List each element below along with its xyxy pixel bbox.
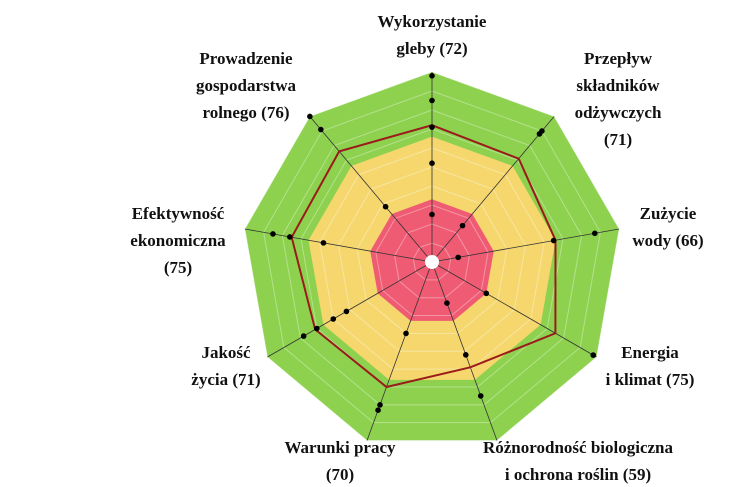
indicator-dot xyxy=(444,300,450,306)
grid-ring xyxy=(263,90,601,424)
indicator-dot xyxy=(330,316,337,322)
spoke xyxy=(267,261,433,358)
axis-label-line: odżywczych xyxy=(575,103,662,122)
indicator-dot xyxy=(300,333,307,339)
indicator-dot xyxy=(320,240,327,246)
indicator-dot xyxy=(270,231,276,237)
spoke xyxy=(431,261,597,358)
axis-label-line: i klimat (75) xyxy=(606,370,695,389)
indicator-dot xyxy=(429,73,435,79)
axis-label-line: wody (66) xyxy=(632,231,703,250)
axis-label-line: gospodarstwa xyxy=(196,76,297,95)
grid-ring xyxy=(375,204,489,317)
axis-label-line: Różnorodność biologiczna xyxy=(483,438,674,457)
axis-label: Wykorzystanie gleby (72) xyxy=(378,12,487,58)
axis-label-line: Przepływ xyxy=(584,49,653,68)
axis-label-line: Efektywność xyxy=(132,204,225,223)
indicator-dot xyxy=(590,352,597,358)
grid-ring xyxy=(244,71,620,442)
indicator-dot xyxy=(429,160,435,166)
indicator-dot xyxy=(286,234,293,240)
indicator-dot xyxy=(429,97,435,104)
center-hole xyxy=(425,255,439,269)
axis-label-line: (70) xyxy=(326,465,354,484)
indicator-dot xyxy=(550,237,557,244)
axis-label: Energia i klimat (75) xyxy=(606,343,695,389)
indicator-dot xyxy=(477,393,484,399)
axis-label-line: gleby (72) xyxy=(396,39,467,58)
spoke xyxy=(309,116,433,263)
grid-ring xyxy=(394,223,470,299)
axis-label-line: Wykorzystanie xyxy=(378,12,487,31)
axis-label: Warunki pracy (70) xyxy=(285,438,396,484)
axis-label: Prowadzenie gospodarstwa rolnego (76) xyxy=(196,49,297,122)
indicator-dot xyxy=(307,113,313,120)
axis-label-line: Energia xyxy=(621,343,679,362)
indicator-dot xyxy=(483,290,490,297)
axis-label-line: Jakość xyxy=(201,343,251,362)
axis-label: Efektywność ekonomiczna (75) xyxy=(130,204,226,277)
spoke xyxy=(244,228,433,263)
axis-label-line: Prowadzenie xyxy=(199,49,293,68)
grid-ring xyxy=(300,128,564,388)
spoke xyxy=(431,261,498,441)
indicator-dot xyxy=(429,211,435,218)
axis-label-line: Zużycie xyxy=(640,204,697,223)
indicator-dot xyxy=(536,131,543,137)
grid-ring xyxy=(356,185,508,334)
axis-label: Jakość życia (71) xyxy=(191,343,260,389)
axis-label-line: życia (71) xyxy=(191,370,260,389)
axis-label-line: (75) xyxy=(164,258,192,277)
indicator-dot xyxy=(382,203,389,210)
indicator-dot xyxy=(591,230,598,237)
indicator-dot xyxy=(314,325,320,332)
spoke xyxy=(431,228,620,263)
score-line xyxy=(290,124,557,389)
grid-ring xyxy=(337,166,527,352)
axis-label-line: składników xyxy=(576,76,660,95)
axis-label: Różnorodność biologiczna i ochrona roślin… xyxy=(483,438,674,484)
grid-ring xyxy=(281,109,583,406)
indicator-dot xyxy=(429,124,435,130)
indicator-dot xyxy=(455,254,461,261)
grid-ring xyxy=(412,242,452,281)
axis-label-line: i ochrona roślin (59) xyxy=(505,465,651,484)
indicator-dot xyxy=(343,308,350,315)
axis-label: Przepływ składników odżywczych (71) xyxy=(575,49,662,149)
axis-label-line: rolnego (76) xyxy=(202,103,289,122)
indicator-dot xyxy=(318,126,324,133)
indicator-dot xyxy=(462,352,469,358)
indicator-dot xyxy=(377,402,383,408)
axis-label-line: (71) xyxy=(604,130,632,149)
indicator-dot xyxy=(459,222,466,229)
spoke xyxy=(431,116,555,263)
axis-label: Zużycie wody (66) xyxy=(632,204,703,250)
indicator-dot xyxy=(403,330,409,337)
indicator-dot xyxy=(375,407,381,413)
axis-label-line: Warunki pracy xyxy=(285,438,396,457)
axis-label-line: ekonomiczna xyxy=(130,231,226,250)
grid-ring xyxy=(319,147,545,370)
